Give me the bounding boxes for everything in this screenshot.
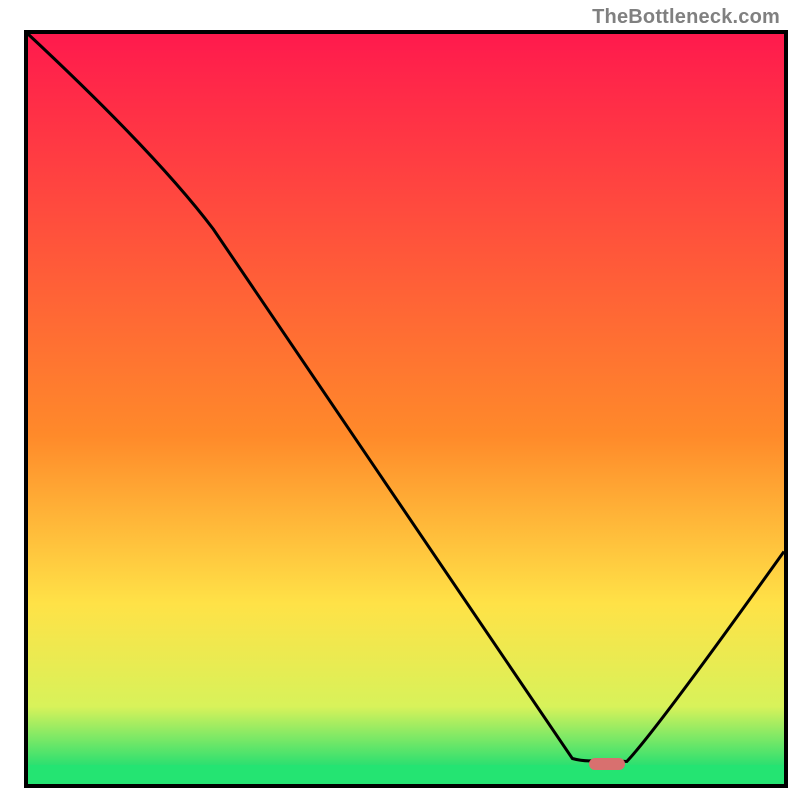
- watermark-text: TheBottleneck.com: [592, 6, 780, 29]
- gradient-bottom-band: [28, 765, 784, 784]
- optimal-marker: [589, 758, 625, 770]
- chart-background-gradient: [28, 34, 784, 784]
- gradient-main: [28, 34, 784, 765]
